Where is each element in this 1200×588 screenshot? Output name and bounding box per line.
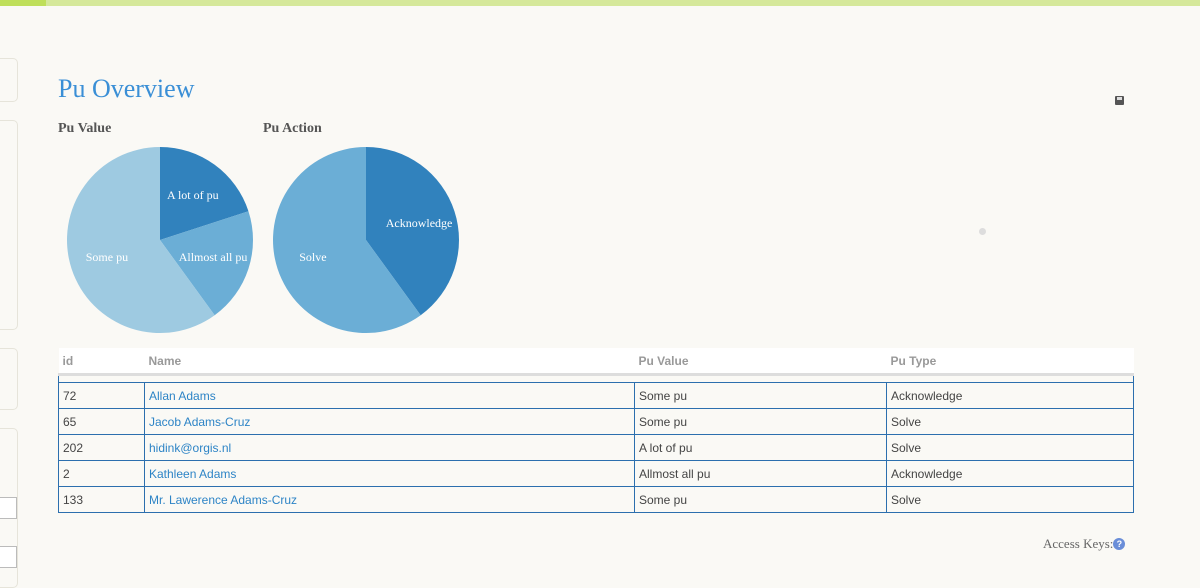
pu-table: id Name Pu Value Pu Type 72 Allan Adams Some … [58, 348, 1134, 513]
table-cell: Kathleen Adams [144, 460, 635, 487]
column-header[interactable]: Pu Value [634, 348, 887, 376]
column-header[interactable]: id [58, 348, 145, 376]
table-row: 133 Mr. Lawerence Adams-Cruz Some pu Solve [58, 486, 1134, 513]
pie-slice-label: Allmost all pu [179, 250, 248, 264]
table-cell: 65 [58, 408, 145, 435]
table-cell: Acknowledge [886, 460, 1134, 487]
sidebar-input[interactable] [0, 497, 17, 519]
pie-slice-label: Acknowledge [386, 216, 453, 230]
loading-dot [979, 228, 986, 235]
top-bar [0, 0, 1200, 6]
table-cell: 133 [58, 486, 145, 513]
help-circle-icon[interactable]: ? [1113, 538, 1126, 550]
user-link[interactable]: hidink@orgis.nl [149, 440, 232, 455]
user-link[interactable]: Mr. Lawerence Adams-Cruz [149, 492, 298, 507]
table-cell: Solve [886, 434, 1134, 461]
table-cell: Solve [886, 408, 1134, 435]
column-header[interactable]: Pu Type [886, 348, 1134, 376]
sidebar-panel [0, 348, 18, 410]
table-cell: Acknowledge [886, 382, 1134, 409]
user-link[interactable]: Kathleen Adams [149, 466, 237, 481]
pie-slice[interactable] [273, 147, 421, 333]
page-title: Pu Overview [58, 74, 195, 103]
table-row: 72 Allan Adams Some pu Acknowledge [58, 382, 1134, 409]
top-bar-accent [0, 0, 46, 6]
sidebar-panel [0, 120, 18, 330]
pie-chart-pu-action: Acknowledge Solve [273, 147, 459, 333]
access-keys-label: Access Keys: [1043, 536, 1114, 551]
user-link[interactable]: Jacob Adams-Cruz [149, 414, 251, 429]
table-cell: Jacob Adams-Cruz [144, 408, 635, 435]
chart-title-pu-value: Pu Value [58, 121, 112, 136]
table-cell: Solve [886, 486, 1134, 513]
table-row: 202 hidink@orgis.nl A lot of pu Solve [58, 434, 1134, 461]
table-cell: Allmost all pu [634, 460, 887, 487]
pie-chart-pu-value: A lot of pu Allmost all pu Some pu [67, 147, 253, 333]
table-cell: A lot of pu [634, 434, 887, 461]
table-cell: Some pu [634, 382, 887, 409]
table-cell: hidink@orgis.nl [144, 434, 635, 461]
pie-slice[interactable] [67, 147, 215, 333]
table-cell: Some pu [634, 486, 887, 513]
print-icon[interactable] [1115, 96, 1124, 105]
table-cell: Allan Adams [144, 382, 635, 409]
table-cell: 2 [58, 460, 145, 487]
table-cell: Some pu [634, 408, 887, 435]
table-cell: 72 [58, 382, 145, 409]
pie-slice-label: Solve [299, 250, 326, 264]
pie-slice[interactable] [160, 211, 253, 316]
column-header[interactable]: Name [144, 348, 635, 376]
access-keys[interactable]: Access Keys:? [1043, 536, 1126, 552]
pie-slice-label: Some pu [86, 250, 128, 264]
pie-slice[interactable] [366, 147, 459, 316]
table-cell: 202 [58, 434, 145, 461]
user-link[interactable]: Allan Adams [149, 388, 216, 403]
sidebar-input[interactable] [0, 546, 17, 568]
chart-title-pu-action: Pu Action [263, 121, 322, 136]
table-cell: Mr. Lawerence Adams-Cruz [144, 486, 635, 513]
pie-slice[interactable] [160, 147, 249, 240]
table-row: 65 Jacob Adams-Cruz Some pu Solve [58, 408, 1134, 435]
pie-slice-label: A lot of pu [167, 188, 219, 202]
sidebar-panel [0, 58, 18, 102]
table-row: 2 Kathleen Adams Allmost all pu Acknowledge [58, 460, 1134, 487]
